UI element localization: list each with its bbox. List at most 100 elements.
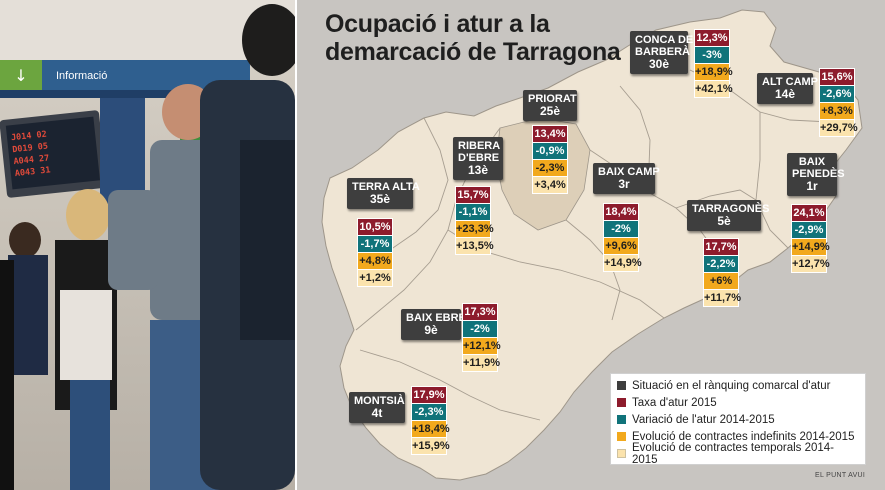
svg-text:D019 05: D019 05 <box>12 142 49 156</box>
comarca-stats: 17,3% -2% +12,1% +11,9% <box>462 303 501 372</box>
contractes-temporals: +13,5% <box>455 238 494 255</box>
variacio-atur: -2,6% <box>819 86 855 103</box>
svg-text:↓: ↓ <box>14 66 27 85</box>
contractes-temporals: +14,9% <box>603 255 642 272</box>
contractes-indefinits: +14,9% <box>791 239 830 256</box>
comarca-stats: 18,4% -2% +9,6% +14,9% <box>603 203 642 272</box>
comarca-name: ALT CAMP <box>762 76 819 88</box>
contractes-indefinits: +8,3% <box>819 103 855 120</box>
legend: Situació en el rànquing comarcal d'atur … <box>610 373 866 466</box>
comarca-stats: 12,3% -3% +18,9% +42,1% <box>694 29 733 98</box>
svg-text:A043 31: A043 31 <box>14 165 51 179</box>
contractes-indefinits: +6% <box>703 273 739 290</box>
legend-swatch <box>617 432 626 441</box>
comarca-name: TERRA ALTA <box>352 181 420 193</box>
taxa-atur: 15,6% <box>819 68 855 86</box>
contractes-temporals: +3,4% <box>532 177 568 194</box>
ranking: 3r <box>618 177 630 191</box>
comarca-name-box: TERRA ALTA 35è <box>347 178 420 209</box>
comarca-name-box: BAIX CAMP 3r <box>593 163 660 194</box>
contractes-indefinits: +12,1% <box>462 338 501 355</box>
taxa-atur: 12,3% <box>694 29 730 47</box>
comarca-name: TARRAGONÈS <box>692 203 770 215</box>
comarca-name-2: PENEDÈS <box>792 168 845 180</box>
legend-label: Evolució de contractes temporals 2014-20… <box>632 441 834 466</box>
contractes-indefinits: +18,9% <box>694 64 733 81</box>
title-line2: demarcació de Tarragona <box>325 38 621 66</box>
svg-text:J014 02: J014 02 <box>11 130 48 144</box>
taxa-atur: 17,9% <box>411 386 447 404</box>
photo-illustration: ↓ Informació J014 02 D019 05 A044 27 A04… <box>0 0 295 490</box>
variacio-atur: -0,9% <box>532 143 568 160</box>
comarca-name-box: BAIX EBRE 9è <box>401 309 466 340</box>
comarca-name-box: RIBERA D'EBRE 13è <box>453 137 503 180</box>
comarca-name-2: D'EBRE <box>458 152 500 164</box>
variacio-atur: -2,3% <box>411 404 447 421</box>
comarca-name: RIBERA <box>458 140 501 152</box>
contractes-temporals: +1,2% <box>357 270 393 287</box>
variacio-atur: -1,1% <box>455 204 491 221</box>
comarca-name-box: ALT CAMP 14è <box>757 73 818 104</box>
ranking: 14è <box>774 87 796 101</box>
contractes-indefinits: +18,4% <box>411 421 450 438</box>
variacio-atur: -2% <box>603 221 639 238</box>
contractes-temporals: +42,1% <box>694 81 733 98</box>
variacio-atur: -2,9% <box>791 222 827 239</box>
contractes-temporals: +12,7% <box>791 256 830 273</box>
comarca-stats: 15,6% -2,6% +8,3% +29,7% <box>819 68 858 137</box>
ranking: 5è <box>717 214 731 228</box>
comarca-name: BAIX CAMP <box>598 166 660 178</box>
contractes-indefinits: +4,8% <box>357 253 393 270</box>
variacio-atur: -1,7% <box>357 236 393 253</box>
legend-label: Taxa d'atur 2015 <box>632 396 717 409</box>
svg-text:A044 27: A044 27 <box>13 153 50 167</box>
taxa-atur: 18,4% <box>603 203 639 221</box>
comarca-name-box: BAIX PENEDÈS 1r <box>787 153 845 196</box>
comarca-name: BAIX EBRE <box>406 312 466 324</box>
comarca-stats: 24,1% -2,9% +14,9% +12,7% <box>791 204 830 273</box>
legend-label: Variació de l'atur 2014-2015 <box>632 413 775 426</box>
comarca-name-box: PRIORAT 25è <box>523 90 577 121</box>
comarca-name: MONTSIÀ <box>354 395 405 407</box>
ranking: 13è <box>467 163 489 177</box>
comarca-stats: 15,7% -1,1% +23,3% +13,5% <box>455 186 494 255</box>
legend-item-ranking: Situació en el rànquing comarcal d'atur <box>617 377 859 394</box>
variacio-atur: -2% <box>462 321 498 338</box>
info-sign-text: Informació <box>56 70 107 82</box>
comarca-name-box: MONTSIÀ 4t <box>349 392 405 423</box>
comarca-stats: 17,7% -2,2% +6% +11,7% <box>703 238 741 307</box>
contractes-temporals: +11,7% <box>703 290 741 307</box>
comarca-name-box: TARRAGONÈS 5è <box>687 200 769 231</box>
comarca-name: BAIX <box>798 156 826 168</box>
comarca-name-box: CONCA DE BARBERÀ 30è <box>630 31 693 74</box>
taxa-atur: 17,7% <box>703 238 739 256</box>
ranking: 30è <box>648 57 670 71</box>
credit: EL PUNT AVUI <box>815 472 866 479</box>
legend-label: Evolució de contractes indefinits 2014-2… <box>632 430 855 443</box>
contractes-temporals: +29,7% <box>819 120 858 137</box>
ranking: 25è <box>539 104 561 118</box>
legend-swatch <box>617 398 626 407</box>
contractes-temporals: +15,9% <box>411 438 450 455</box>
ranking: 1r <box>806 179 818 193</box>
taxa-atur: 17,3% <box>462 303 498 321</box>
title-line1: Ocupació i atur a la <box>325 10 550 38</box>
job-centre-photo: ↓ Informació J014 02 D019 05 A044 27 A04… <box>0 0 295 490</box>
province-shape <box>321 9 863 481</box>
comarca-name: CONCA DE <box>635 34 694 46</box>
ranking: 9è <box>424 323 438 337</box>
ranking: 4t <box>371 406 383 420</box>
contractes-indefinits: +9,6% <box>603 238 639 255</box>
taxa-atur: 13,4% <box>532 125 568 143</box>
legend-swatch <box>617 381 626 390</box>
legend-swatch <box>617 449 626 458</box>
comarca-name-2: BARBERÀ <box>635 46 690 58</box>
legend-item-temporals: Evolució de contractes temporals 2014-20… <box>617 442 859 466</box>
variacio-atur: -2,2% <box>703 256 739 273</box>
taxa-atur: 10,5% <box>357 218 393 236</box>
legend-item-variacio: Variació de l'atur 2014-2015 <box>617 411 859 428</box>
taxa-atur: 15,7% <box>455 186 491 204</box>
comarca-name: PRIORAT <box>528 93 577 105</box>
contractes-indefinits: -2,3% <box>532 160 568 177</box>
comarca-stats: 13,4% -0,9% -2,3% +3,4% <box>532 125 568 194</box>
